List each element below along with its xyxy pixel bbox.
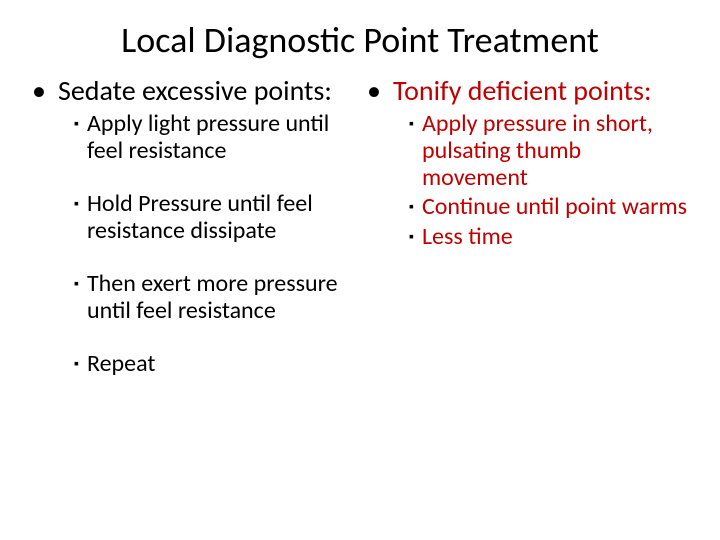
bullet-dot-icon: • bbox=[32, 76, 46, 106]
tonify-header-bullet: • Tonify deficient points: bbox=[365, 76, 690, 106]
tonify-sub-list: ▪ Apply pressure in short, pulsating thu… bbox=[365, 110, 690, 251]
square-bullet-icon: ▪ bbox=[409, 110, 414, 138]
list-item: ▪ Less time bbox=[409, 223, 690, 251]
list-item: ▪ Then exert more pressure until feel re… bbox=[74, 270, 355, 324]
square-bullet-icon: ▪ bbox=[74, 270, 79, 298]
sedate-header-text: Sedate excessive points: bbox=[58, 76, 332, 106]
two-column-layout: • Sedate excessive points: ▪ Apply light… bbox=[30, 76, 690, 378]
right-column-tonify: • Tonify deficient points: ▪ Apply press… bbox=[365, 76, 690, 378]
square-bullet-icon: ▪ bbox=[74, 350, 79, 378]
tonify-item-text: Less time bbox=[422, 223, 513, 250]
sedate-item-text: Hold Pressure until feel resistance diss… bbox=[87, 190, 355, 244]
list-item: ▪ Hold Pressure until feel resistance di… bbox=[74, 190, 355, 244]
list-item: ▪ Apply light pressure until feel resist… bbox=[74, 110, 355, 164]
slide-title: Local Diagnostic Point Treatment bbox=[30, 18, 690, 62]
square-bullet-icon: ▪ bbox=[409, 223, 414, 251]
tonify-item-text: Continue until point warms bbox=[422, 193, 687, 220]
square-bullet-icon: ▪ bbox=[74, 110, 79, 138]
left-column-sedate: • Sedate excessive points: ▪ Apply light… bbox=[30, 76, 355, 378]
sedate-sub-list: ▪ Apply light pressure until feel resist… bbox=[30, 110, 355, 378]
list-item: ▪ Apply pressure in short, pulsating thu… bbox=[409, 110, 690, 191]
square-bullet-icon: ▪ bbox=[409, 193, 414, 221]
list-item: ▪ Repeat bbox=[74, 350, 355, 378]
list-item: ▪ Continue until point warms bbox=[409, 193, 690, 221]
sedate-header-bullet: • Sedate excessive points: bbox=[30, 76, 355, 106]
sedate-item-text: Apply light pressure until feel resistan… bbox=[87, 110, 355, 164]
sedate-item-text: Then exert more pressure until feel resi… bbox=[87, 270, 355, 324]
sedate-item-text: Repeat bbox=[87, 350, 155, 377]
bullet-dot-icon: • bbox=[367, 76, 381, 106]
tonify-item-text: Apply pressure in short, pulsating thumb… bbox=[422, 110, 690, 191]
square-bullet-icon: ▪ bbox=[74, 190, 79, 218]
tonify-header-text: Tonify deficient points: bbox=[393, 76, 652, 106]
